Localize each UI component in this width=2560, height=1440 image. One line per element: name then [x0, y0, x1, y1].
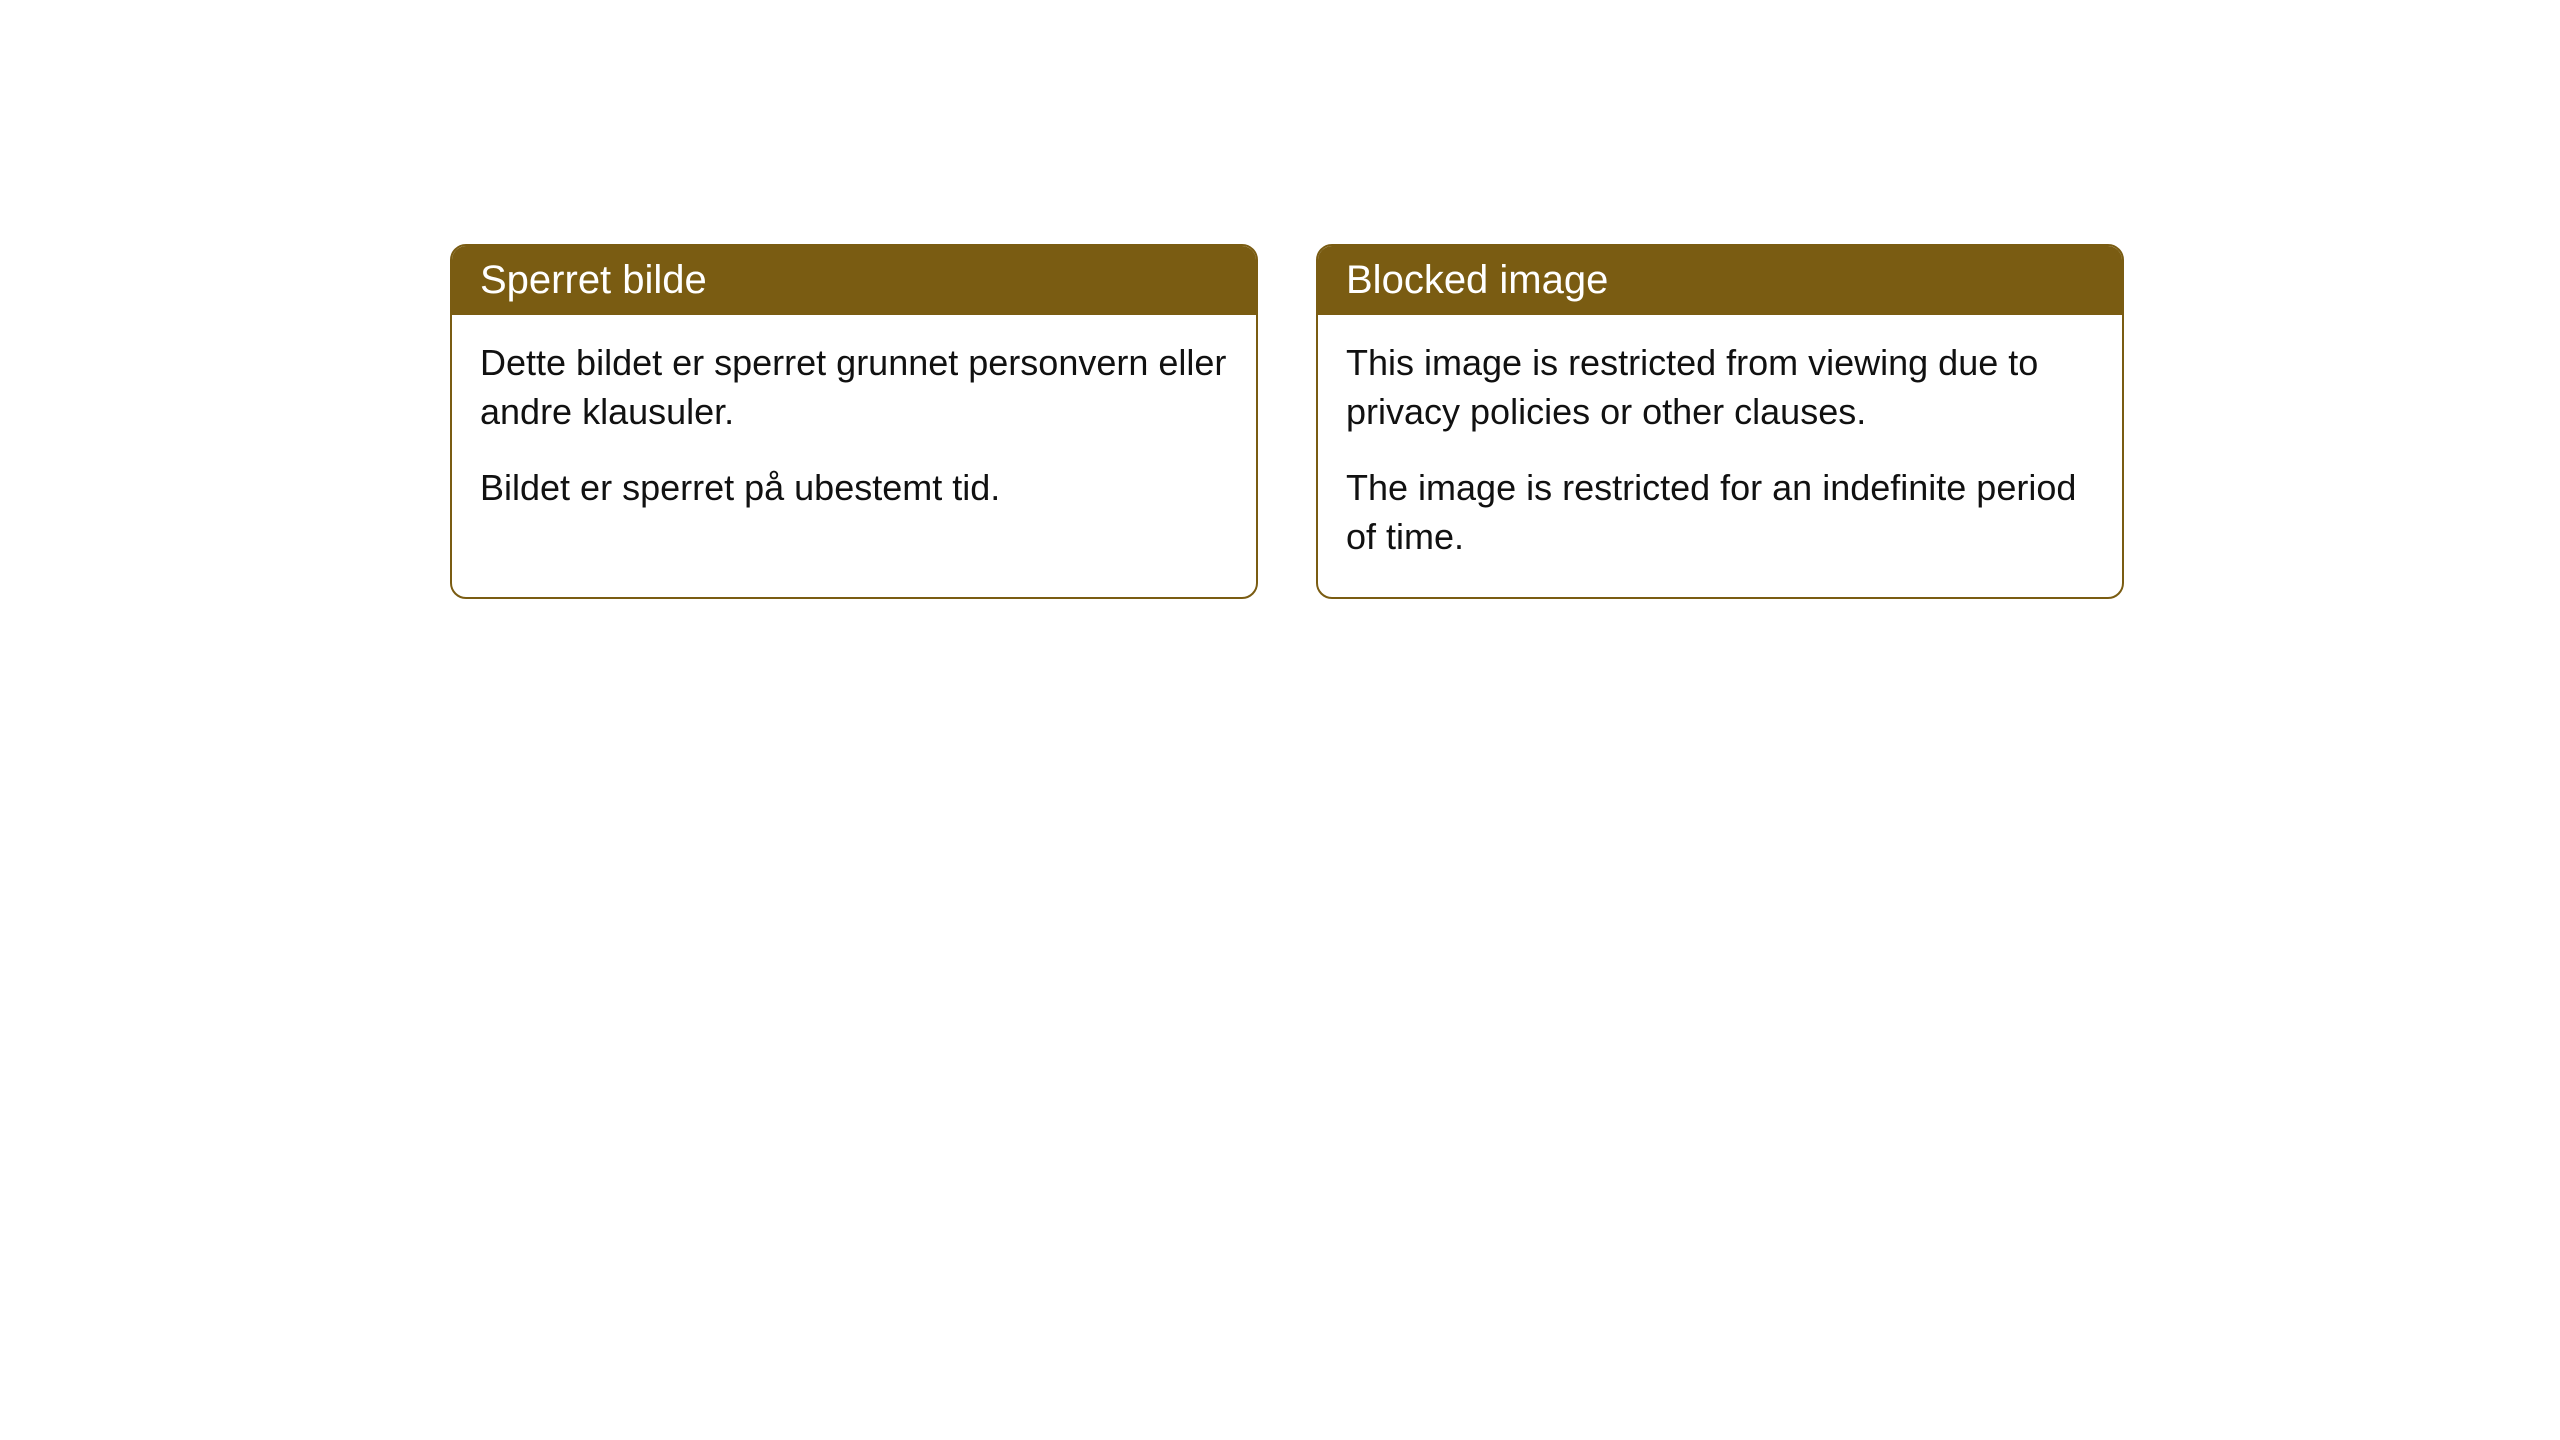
card-header: Sperret bilde: [452, 246, 1256, 315]
blocked-image-card-norwegian: Sperret bilde Dette bildet er sperret gr…: [450, 244, 1258, 599]
card-title: Blocked image: [1346, 258, 1608, 302]
card-body: This image is restricted from viewing du…: [1318, 315, 2122, 597]
blocked-image-card-english: Blocked image This image is restricted f…: [1316, 244, 2124, 599]
card-container: Sperret bilde Dette bildet er sperret gr…: [450, 244, 2124, 599]
card-paragraph: This image is restricted from viewing du…: [1346, 339, 2094, 436]
card-body: Dette bildet er sperret grunnet personve…: [452, 315, 1256, 549]
card-paragraph: The image is restricted for an indefinit…: [1346, 464, 2094, 561]
card-header: Blocked image: [1318, 246, 2122, 315]
card-paragraph: Bildet er sperret på ubestemt tid.: [480, 464, 1228, 513]
card-paragraph: Dette bildet er sperret grunnet personve…: [480, 339, 1228, 436]
card-title: Sperret bilde: [480, 258, 707, 302]
